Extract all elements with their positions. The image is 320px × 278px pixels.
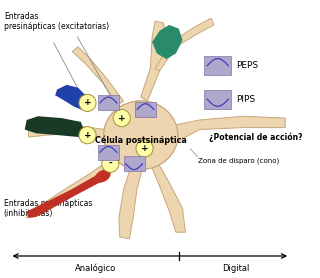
Polygon shape bbox=[141, 21, 166, 101]
Circle shape bbox=[102, 155, 119, 172]
Polygon shape bbox=[25, 116, 84, 137]
Text: Digital: Digital bbox=[222, 264, 250, 273]
FancyBboxPatch shape bbox=[98, 95, 119, 110]
FancyBboxPatch shape bbox=[135, 102, 156, 117]
Polygon shape bbox=[152, 25, 183, 59]
Polygon shape bbox=[171, 116, 285, 145]
Polygon shape bbox=[27, 158, 118, 218]
Text: Entradas presinápticas
(inhibitorias): Entradas presinápticas (inhibitorias) bbox=[4, 199, 92, 218]
Ellipse shape bbox=[95, 170, 111, 183]
Polygon shape bbox=[28, 126, 107, 139]
Circle shape bbox=[113, 110, 130, 127]
Text: -: - bbox=[108, 159, 112, 168]
Polygon shape bbox=[119, 166, 143, 239]
Text: +: + bbox=[84, 131, 91, 140]
Text: Analógico: Analógico bbox=[75, 264, 116, 273]
Polygon shape bbox=[27, 173, 105, 218]
FancyBboxPatch shape bbox=[204, 56, 231, 75]
Text: Célula postsináptica: Célula postsináptica bbox=[95, 135, 187, 145]
Text: PEPS: PEPS bbox=[236, 61, 258, 70]
Text: Zona de disparo (cono): Zona de disparo (cono) bbox=[198, 158, 279, 164]
Ellipse shape bbox=[104, 101, 178, 170]
Text: PIPS: PIPS bbox=[236, 95, 255, 104]
Ellipse shape bbox=[104, 101, 178, 170]
Text: Entradas
presinápticas (excitatorias): Entradas presinápticas (excitatorias) bbox=[4, 12, 109, 31]
Circle shape bbox=[79, 127, 96, 144]
FancyBboxPatch shape bbox=[98, 145, 119, 160]
Text: +: + bbox=[141, 144, 148, 153]
Circle shape bbox=[79, 94, 96, 111]
Text: +: + bbox=[118, 114, 125, 123]
Polygon shape bbox=[55, 85, 90, 110]
FancyBboxPatch shape bbox=[204, 90, 231, 109]
FancyBboxPatch shape bbox=[124, 156, 145, 171]
Text: ¿Potencial de acción?: ¿Potencial de acción? bbox=[209, 132, 303, 142]
Polygon shape bbox=[155, 18, 214, 71]
Polygon shape bbox=[72, 47, 124, 105]
Circle shape bbox=[136, 140, 153, 157]
Polygon shape bbox=[150, 161, 185, 232]
Text: +: + bbox=[84, 98, 91, 107]
